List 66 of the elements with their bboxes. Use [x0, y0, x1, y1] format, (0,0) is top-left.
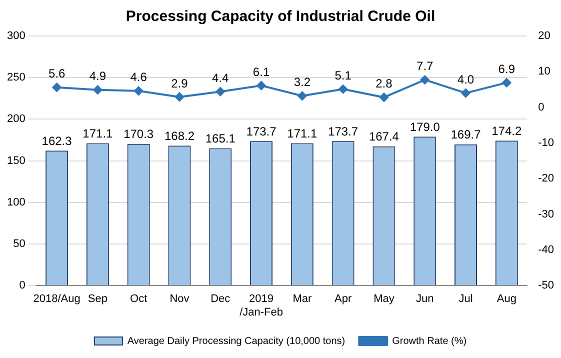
y-tick-label: 0: [19, 280, 26, 292]
y2-tick-label: -40: [538, 244, 554, 256]
x-tick-label: Dec: [210, 293, 231, 306]
legend-label: Growth Rate (%): [392, 336, 467, 347]
x-tick-label: Sep: [88, 293, 108, 306]
point: [379, 92, 388, 102]
x-tick-label: Aug: [496, 293, 516, 306]
point: [174, 92, 184, 102]
y2-tick-label: 10: [538, 66, 550, 78]
y2-tick-label: -50: [538, 280, 554, 292]
y-tick-label: 200: [6, 113, 26, 126]
data-label: 168.2: [164, 128, 195, 143]
data-label: 179.0: [410, 120, 440, 134]
point: [461, 88, 470, 98]
data-label: 165.1: [205, 132, 236, 146]
point: [216, 87, 225, 96]
y2-tick-label: -30: [538, 208, 554, 220]
y-tick-label: 150: [6, 154, 26, 167]
legend-label: Average Daily Processing Capacity (10,000 tons): [127, 336, 346, 347]
data-label: 3.2: [294, 75, 311, 90]
point: [420, 75, 430, 84]
data-label: 5.6: [48, 66, 66, 81]
data-label: 169.7: [450, 128, 482, 142]
data-label: 2.9: [171, 76, 188, 90]
data-label: 4.0: [457, 72, 474, 86]
data-label: 6.9: [498, 62, 516, 76]
point: [134, 86, 144, 96]
data-label: 171.1: [82, 126, 114, 141]
y2-tick-label: 20: [538, 30, 550, 42]
data-label: 162.3: [42, 134, 72, 148]
x-tick-label: Nov: [170, 293, 190, 306]
chart-title: Processing Capacity of Industrial Crude Oil: [126, 8, 436, 26]
y-tick-label: 250: [6, 72, 26, 84]
x-tick-label: Mar: [292, 293, 312, 306]
point: [338, 84, 348, 94]
data-label: 170.3: [124, 127, 154, 142]
x-tick-label: May: [374, 293, 395, 306]
point: [298, 91, 307, 100]
point: [502, 78, 512, 88]
data-label: 4.6: [130, 70, 148, 84]
data-label: 4.4: [212, 70, 230, 85]
y2-tick-label: 0: [538, 101, 544, 114]
point: [93, 85, 102, 94]
data-label: 6.1: [252, 64, 270, 79]
y-tick-label: 100: [6, 196, 26, 208]
x-tick-label: Apr: [334, 293, 352, 306]
x-tick-label: 2019 /Jan-Feb: [240, 293, 283, 318]
data-label: 171.1: [287, 126, 318, 141]
y2-tick-label: -20: [538, 172, 554, 185]
data-label: 173.7: [246, 124, 277, 138]
y2-tick-label: -10: [538, 137, 554, 150]
point: [52, 82, 62, 92]
x-tick-label: Jun: [416, 293, 434, 306]
x-tick-label: 2018/Aug: [33, 293, 80, 306]
y-tick-label: 50: [13, 238, 26, 250]
data-label: 4.9: [89, 69, 106, 84]
data-label: 5.1: [334, 68, 352, 82]
data-label: 173.7: [328, 124, 358, 138]
data-label: 7.7: [416, 59, 434, 74]
data-label: 2.8: [376, 76, 393, 91]
point: [256, 81, 266, 90]
x-tick-label: Jul: [458, 293, 473, 306]
x-tick-label: Oct: [130, 293, 148, 306]
data-label: 174.2: [492, 124, 522, 138]
data-label: 167.4: [368, 130, 400, 144]
y-tick-label: 300: [6, 30, 26, 42]
